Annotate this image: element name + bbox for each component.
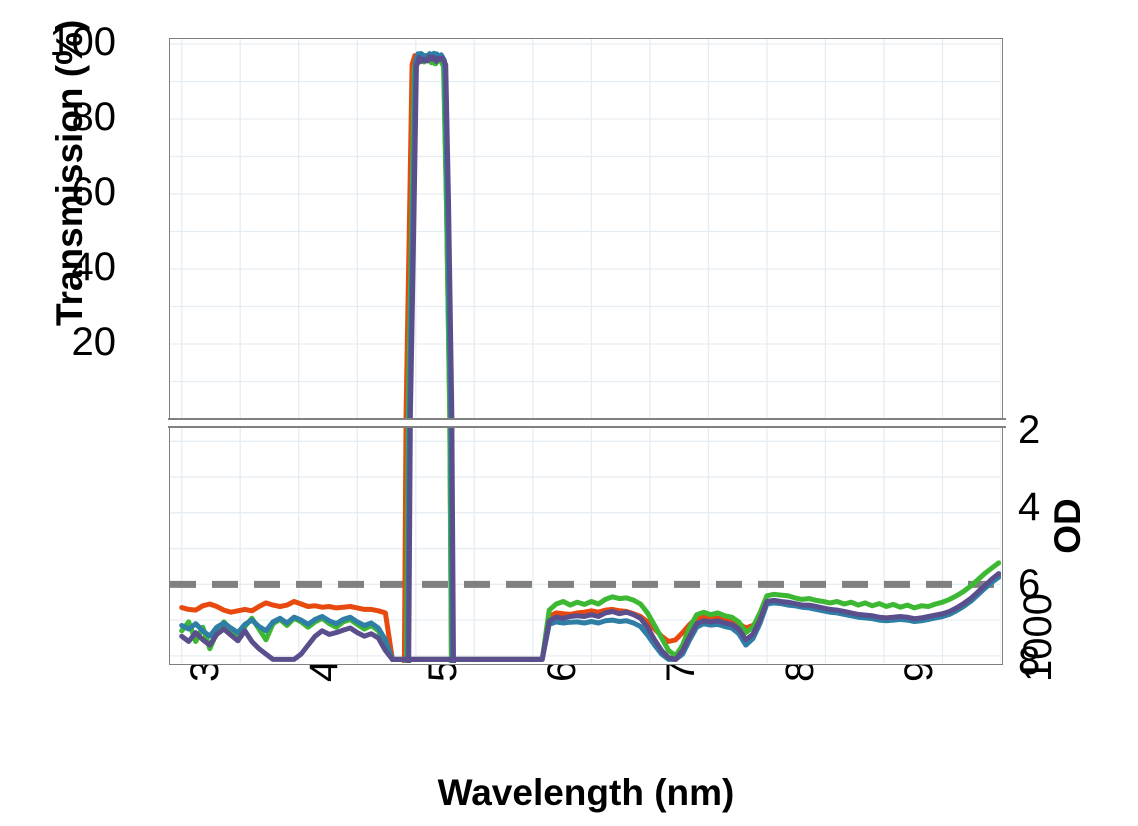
- y-axis-right-title: OD: [1047, 498, 1088, 554]
- y-tick-left-80: 80: [71, 95, 117, 139]
- axis-break-line-top: [168, 418, 1006, 420]
- chart-canvas: [170, 39, 1001, 663]
- axis-break-line-bottom: [168, 426, 1006, 428]
- y-tick-left-40: 40: [71, 245, 117, 289]
- x-tick-1000: 1000: [1016, 593, 1060, 682]
- y-tick-left-60: 60: [71, 170, 117, 214]
- od-tick-8: 8: [1018, 639, 1041, 683]
- y-tick-left-100: 100: [49, 20, 116, 64]
- od-tick-2: 2: [1018, 408, 1041, 452]
- axis-break-gap: [169, 420, 1005, 426]
- x-axis-title: Wavelength (nm): [437, 772, 735, 813]
- y-tick-left-20: 20: [71, 320, 117, 364]
- plot-area: [169, 38, 1003, 665]
- od-tick-6: 6: [1018, 562, 1041, 606]
- od-tick-4: 4: [1018, 485, 1041, 529]
